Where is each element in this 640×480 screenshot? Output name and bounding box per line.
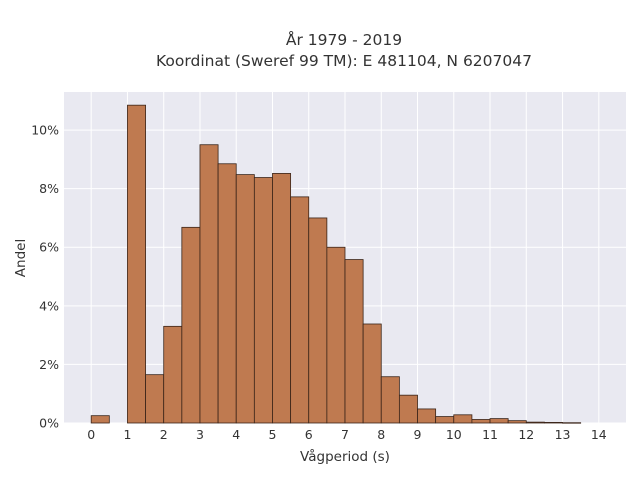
x-tick-label: 2	[160, 427, 168, 442]
histogram-bar	[507, 420, 527, 424]
y-tick-label: 2%	[39, 357, 59, 372]
y-tick-label: 4%	[39, 298, 59, 313]
y-tick-label: 8%	[39, 181, 59, 196]
y-axis-ticks: 0% 2% 4% 6% 8% 10%	[31, 123, 59, 431]
histogram-bar	[525, 421, 545, 424]
histogram-bar	[380, 376, 400, 424]
histogram-bar	[308, 217, 328, 424]
y-axis-label: Andel	[13, 239, 29, 277]
x-axis-ticks: 0 1 2 3 4 5 6 7 8 9 10 11 12 13 14	[87, 427, 607, 442]
x-tick-label: 1	[123, 427, 131, 442]
x-tick-label: 8	[377, 427, 385, 442]
chart-title-line2: Koordinat (Sweref 99 TM): E 481104, N 62…	[156, 52, 532, 70]
grid-lines	[64, 92, 626, 424]
histogram-bar	[290, 196, 310, 424]
x-tick-label: 5	[269, 427, 277, 442]
x-tick-label: 9	[414, 427, 422, 442]
x-tick-label: 14	[591, 427, 607, 442]
histogram-bar	[199, 144, 219, 424]
histogram-bar	[435, 416, 455, 424]
x-tick-label: 3	[196, 427, 204, 442]
histogram-bar	[398, 394, 418, 424]
y-tick-label: 10%	[31, 123, 59, 138]
histogram-bar	[235, 174, 255, 424]
histogram-bar	[344, 259, 364, 424]
histogram-bar	[562, 422, 582, 424]
histogram-bar	[489, 418, 509, 424]
histogram-bar	[163, 325, 183, 424]
histogram-bars	[90, 104, 582, 424]
histogram-bar	[471, 419, 491, 424]
y-tick-label: 0%	[39, 416, 59, 431]
x-tick-label: 6	[305, 427, 313, 442]
histogram-bar	[145, 374, 165, 424]
chart-title-line1: År 1979 - 2019	[286, 30, 402, 49]
x-tick-label: 0	[87, 427, 95, 442]
histogram-bar	[253, 177, 273, 424]
histogram-bar	[362, 323, 382, 424]
x-tick-label: 12	[518, 427, 534, 442]
histogram-bar	[417, 408, 437, 424]
x-axis-label: Vågperiod (s)	[300, 448, 390, 465]
histogram-bar	[453, 414, 473, 424]
histogram-bar	[272, 173, 292, 424]
x-tick-label: 7	[341, 427, 349, 442]
x-tick-label: 13	[555, 427, 571, 442]
histogram-bar	[217, 163, 237, 424]
histogram-bar	[90, 415, 110, 424]
histogram-bar	[326, 246, 346, 424]
x-tick-label: 10	[446, 427, 462, 442]
x-tick-label: 4	[232, 427, 240, 442]
histogram-bar	[127, 104, 146, 424]
x-tick-label: 11	[482, 427, 498, 442]
y-tick-label: 6%	[39, 240, 59, 255]
histogram-bar	[544, 422, 563, 424]
histogram-bar	[181, 226, 201, 424]
